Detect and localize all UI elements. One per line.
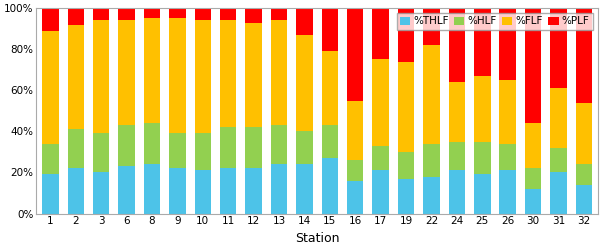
Bar — [474, 142, 491, 175]
Bar — [220, 8, 237, 20]
Bar — [525, 189, 541, 213]
Bar — [474, 76, 491, 142]
Bar — [144, 164, 160, 213]
Bar — [448, 142, 465, 170]
Bar — [144, 123, 160, 164]
Bar — [194, 20, 211, 133]
Bar — [576, 8, 592, 103]
Bar — [42, 8, 58, 31]
Bar — [373, 8, 389, 60]
Bar — [500, 80, 516, 144]
Bar — [271, 20, 287, 125]
Bar — [67, 129, 84, 168]
Bar — [169, 133, 185, 168]
Bar — [67, 168, 84, 213]
Bar — [550, 8, 566, 88]
Bar — [373, 146, 389, 170]
Bar — [271, 8, 287, 20]
Bar — [296, 35, 312, 131]
Bar — [423, 8, 439, 45]
Bar — [220, 20, 237, 127]
Bar — [474, 8, 491, 76]
Bar — [500, 170, 516, 213]
Bar — [296, 8, 312, 35]
Bar — [347, 160, 364, 181]
Bar — [550, 173, 566, 213]
Bar — [448, 170, 465, 213]
Bar — [321, 158, 338, 213]
Bar — [220, 168, 237, 213]
Bar — [246, 23, 262, 127]
Bar — [42, 31, 58, 144]
Bar — [194, 133, 211, 170]
Bar — [321, 125, 338, 158]
Bar — [246, 168, 262, 213]
Bar — [169, 18, 185, 133]
Bar — [373, 60, 389, 146]
Bar — [246, 127, 262, 168]
Bar — [194, 170, 211, 213]
Bar — [220, 127, 237, 168]
Bar — [119, 20, 135, 125]
Bar — [93, 8, 110, 20]
Bar — [119, 125, 135, 166]
Bar — [576, 164, 592, 185]
Bar — [525, 123, 541, 168]
Bar — [93, 133, 110, 173]
Bar — [42, 144, 58, 175]
Bar — [525, 168, 541, 189]
Bar — [93, 20, 110, 133]
Bar — [423, 144, 439, 177]
Bar — [550, 88, 566, 148]
Bar — [194, 8, 211, 20]
Bar — [42, 175, 58, 213]
Bar — [398, 62, 414, 152]
Bar — [67, 8, 84, 25]
Bar — [373, 170, 389, 213]
Bar — [347, 101, 364, 160]
Bar — [271, 125, 287, 164]
Bar — [296, 131, 312, 164]
Bar — [550, 148, 566, 173]
Bar — [398, 8, 414, 62]
Bar — [423, 177, 439, 213]
Legend: %THLF, %HLF, %FLF, %PLF: %THLF, %HLF, %FLF, %PLF — [397, 13, 592, 30]
Bar — [423, 45, 439, 144]
Bar — [347, 181, 364, 213]
Bar — [398, 179, 414, 213]
Bar — [119, 8, 135, 20]
Bar — [169, 168, 185, 213]
Bar — [144, 18, 160, 123]
Bar — [500, 8, 516, 80]
Bar — [67, 25, 84, 129]
Bar — [474, 175, 491, 213]
Bar — [119, 166, 135, 213]
Bar — [525, 8, 541, 123]
Bar — [576, 185, 592, 213]
Bar — [93, 173, 110, 213]
Bar — [169, 8, 185, 18]
Bar — [271, 164, 287, 213]
Bar — [321, 8, 338, 51]
Bar — [296, 164, 312, 213]
Bar — [398, 152, 414, 179]
Bar — [576, 103, 592, 164]
Bar — [321, 51, 338, 125]
Bar — [144, 8, 160, 18]
Bar — [448, 8, 465, 82]
Bar — [347, 8, 364, 101]
Bar — [500, 144, 516, 170]
Bar — [448, 82, 465, 142]
Bar — [246, 8, 262, 23]
X-axis label: Station: Station — [295, 232, 340, 245]
